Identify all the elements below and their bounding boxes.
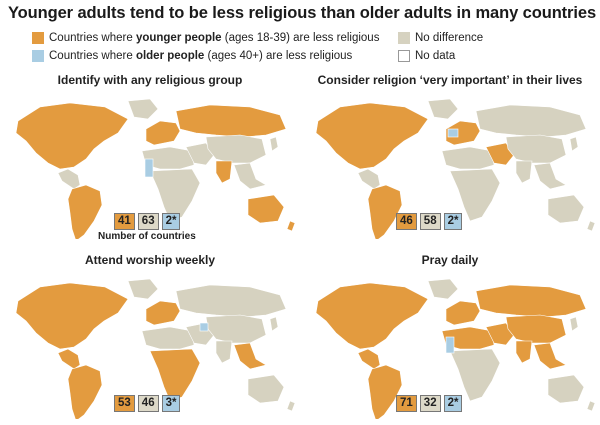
number-of-countries-label: Number of countries	[98, 231, 196, 242]
count-no-difference: 58	[419, 213, 441, 230]
page-title: Younger adults tend to be less religious…	[8, 4, 597, 22]
count-younger: 41	[114, 213, 135, 230]
count-older: 2*	[161, 213, 181, 230]
legend-swatch-white	[398, 50, 410, 62]
country-counts: 71 32 2*	[396, 395, 463, 412]
panel-title: Attend worship weekly	[84, 253, 216, 267]
legend-older-text: Countries where older people (ages 40+) …	[49, 50, 353, 62]
legend-swatch-gray	[398, 32, 410, 44]
legend-older: Countries where older people (ages 40+) …	[32, 50, 352, 62]
count-younger: 53	[114, 395, 135, 412]
count-no-difference: 46	[137, 395, 159, 412]
legend-swatch-orange	[32, 32, 44, 44]
world-map	[15, 278, 296, 419]
legend-younger-text: Countries where younger people (ages 18-…	[49, 32, 380, 44]
count-no-difference: 32	[419, 395, 441, 412]
legend-no-data-text: No data	[415, 50, 456, 62]
count-older: 2*	[443, 213, 463, 230]
panel-title: Consider religion ‘very important’ in th…	[317, 73, 583, 87]
panel-title: Identify with any religious group	[57, 73, 243, 87]
count-older: 3*	[161, 395, 181, 412]
panel-religion-very-important: Consider religion ‘very important’ in th…	[300, 73, 600, 243]
world-map	[315, 98, 596, 239]
count-younger: 46	[396, 213, 417, 230]
world-map	[315, 278, 596, 419]
panel-title: Pray daily	[421, 253, 479, 267]
panel-pray-daily: Pray daily 71 32 2*	[300, 253, 600, 423]
panel-attend-worship-weekly: Attend worship weekly 53 46 3*	[0, 253, 300, 423]
legend-no-data: No data	[398, 50, 455, 62]
count-older: 2*	[443, 395, 463, 412]
world-map	[15, 98, 296, 239]
legend-swatch-blue	[32, 50, 44, 62]
country-counts: 46 58 2*	[396, 213, 463, 230]
panel-identify-religious-group: Identify with any religious group 41 63 …	[0, 73, 300, 243]
country-counts: 41 63 2*	[114, 213, 181, 230]
legend-younger: Countries where younger people (ages 18-…	[32, 32, 379, 44]
country-counts: 53 46 3*	[114, 395, 181, 412]
legend-no-difference: No difference	[398, 32, 483, 44]
count-younger: 71	[396, 395, 417, 412]
count-no-difference: 63	[137, 213, 159, 230]
legend-no-difference-text: No difference	[415, 32, 484, 44]
